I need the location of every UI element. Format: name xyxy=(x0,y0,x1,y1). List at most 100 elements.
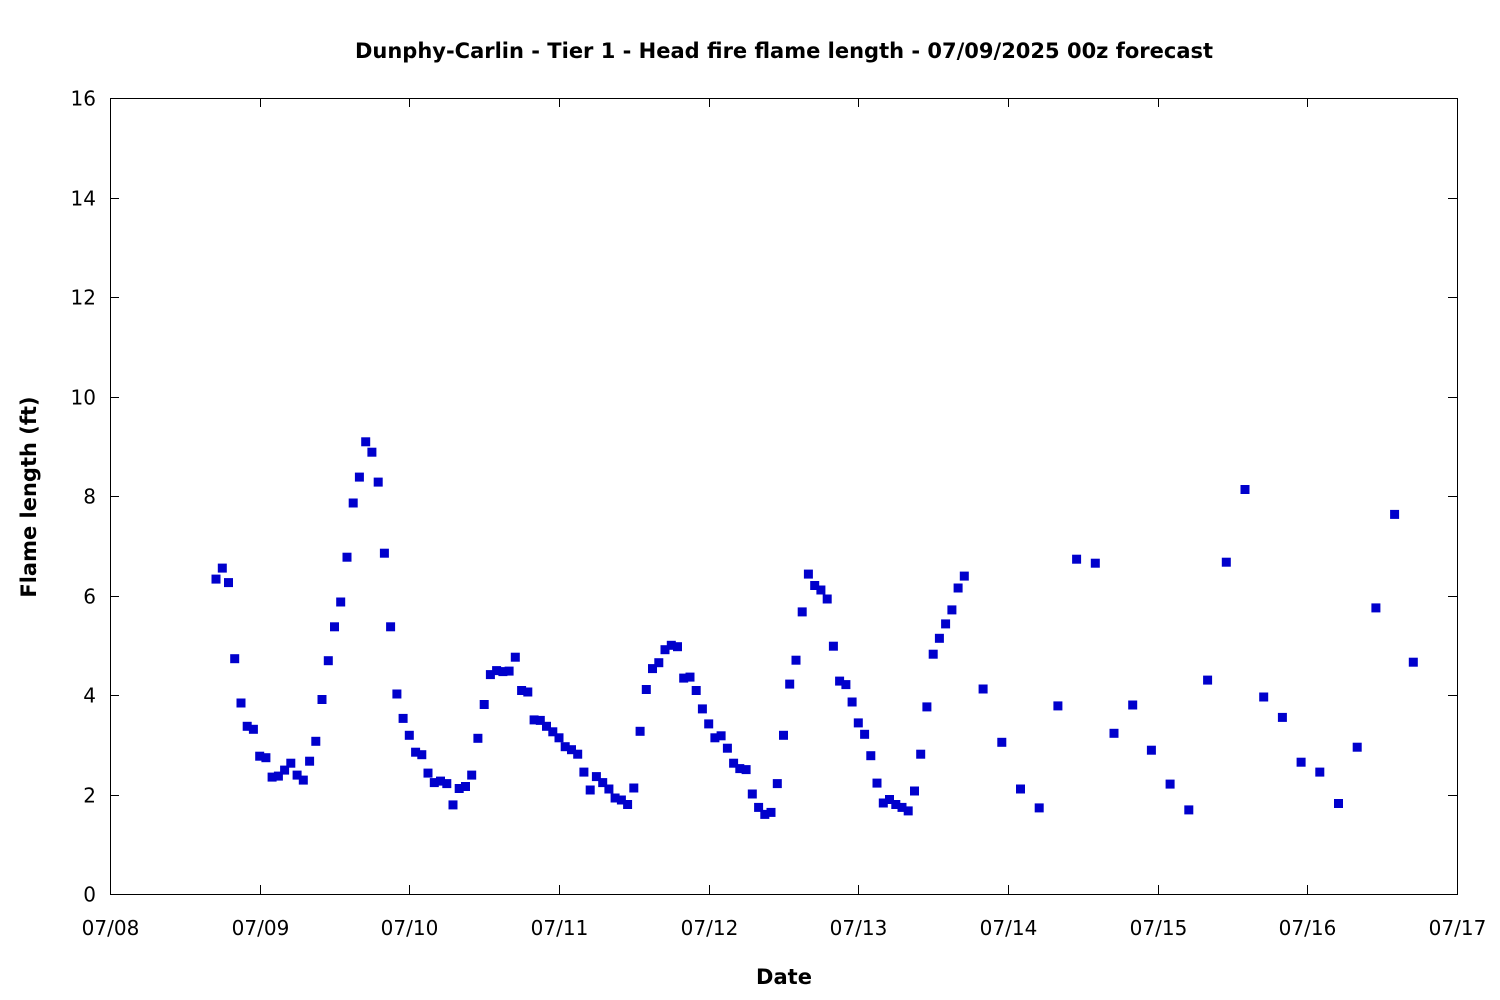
data-point xyxy=(598,778,608,788)
x-axis-label: Date xyxy=(756,965,812,989)
data-point xyxy=(504,666,514,676)
data-point xyxy=(317,695,327,704)
x-tick-label: 07/09 xyxy=(232,916,290,940)
data-point xyxy=(666,640,676,650)
data-point xyxy=(417,750,427,760)
data-point xyxy=(604,784,614,794)
x-tick-label: 07/16 xyxy=(1279,916,1337,940)
data-point xyxy=(1203,675,1213,685)
data-point xyxy=(330,622,339,632)
data-point xyxy=(629,783,639,793)
data-point xyxy=(1034,803,1044,813)
data-point xyxy=(411,747,421,757)
x-tick-label: 07/11 xyxy=(531,916,589,940)
data-point xyxy=(535,715,545,725)
data-point xyxy=(386,622,396,632)
data-point xyxy=(367,447,377,457)
data-point xyxy=(467,770,477,780)
data-point xyxy=(853,718,863,728)
data-point xyxy=(953,583,963,593)
data-point xyxy=(1221,557,1231,567)
data-point xyxy=(404,730,414,740)
data-point xyxy=(1146,745,1156,755)
data-point xyxy=(230,654,240,664)
data-point xyxy=(392,689,402,699)
data-point xyxy=(1277,712,1287,722)
data-point xyxy=(1184,805,1194,815)
data-point xyxy=(934,633,944,643)
data-point xyxy=(492,666,502,676)
y-tick-label: 8 xyxy=(83,485,96,509)
data-point xyxy=(517,686,527,695)
data-point xyxy=(1128,700,1138,710)
data-point xyxy=(635,726,645,736)
axis-ticks xyxy=(110,98,1458,895)
data-point xyxy=(1259,692,1269,702)
data-point xyxy=(928,649,938,659)
y-axis-label: Flame length (ft) xyxy=(17,396,41,597)
data-point xyxy=(323,656,333,666)
data-point xyxy=(766,807,776,817)
data-point xyxy=(741,765,751,775)
data-point xyxy=(1053,701,1063,711)
data-point xyxy=(373,477,383,487)
data-point xyxy=(616,795,626,805)
data-point xyxy=(286,758,296,768)
y-tick-labels: 0 2 4 6 8 10 12 14 16 xyxy=(71,87,96,907)
data-point xyxy=(816,585,826,595)
data-point xyxy=(224,578,233,588)
x-tick-label: 07/13 xyxy=(830,916,888,940)
data-point xyxy=(305,756,315,766)
y-tick-label: 6 xyxy=(83,585,96,609)
y-tick-label: 0 xyxy=(83,883,96,907)
data-point xyxy=(885,795,894,804)
data-point xyxy=(423,768,433,778)
data-point xyxy=(429,778,439,788)
data-point xyxy=(361,437,371,447)
data-point xyxy=(1315,767,1325,777)
data-point xyxy=(379,548,389,558)
data-point xyxy=(803,569,813,579)
data-point xyxy=(878,798,888,808)
data-point xyxy=(660,645,670,655)
data-point xyxy=(485,670,495,680)
data-point xyxy=(679,673,689,683)
data-point xyxy=(866,751,876,761)
data-point xyxy=(729,758,739,768)
data-point xyxy=(897,802,907,812)
data-point xyxy=(860,729,870,739)
data-point xyxy=(217,563,227,573)
data-point xyxy=(828,641,838,651)
data-point xyxy=(510,652,520,662)
data-point xyxy=(610,793,620,803)
data-point xyxy=(298,775,308,785)
data-point xyxy=(797,607,807,617)
data-point xyxy=(1408,657,1418,667)
y-tick-label: 2 xyxy=(83,784,96,808)
data-point xyxy=(1334,799,1343,808)
data-point xyxy=(1390,509,1400,519)
data-point xyxy=(997,737,1007,747)
data-point xyxy=(841,680,851,690)
data-point xyxy=(922,702,932,712)
data-point xyxy=(716,731,726,741)
data-point xyxy=(760,809,770,819)
data-point xyxy=(585,785,595,795)
data-point xyxy=(454,784,464,793)
data-point xyxy=(448,800,458,810)
data-point xyxy=(810,581,820,590)
x-tick-label: 07/10 xyxy=(381,916,439,940)
x-tick-label: 07/14 xyxy=(980,916,1038,940)
data-point xyxy=(267,772,277,782)
x-tick-label: 07/08 xyxy=(82,916,140,940)
data-point xyxy=(779,730,788,740)
data-point xyxy=(847,697,857,707)
y-tick-label: 14 xyxy=(71,187,96,211)
data-point xyxy=(959,571,969,581)
data-point xyxy=(697,704,707,714)
data-point xyxy=(542,721,551,731)
data-point xyxy=(473,733,483,743)
data-point xyxy=(835,676,845,686)
data-point xyxy=(1090,558,1100,568)
